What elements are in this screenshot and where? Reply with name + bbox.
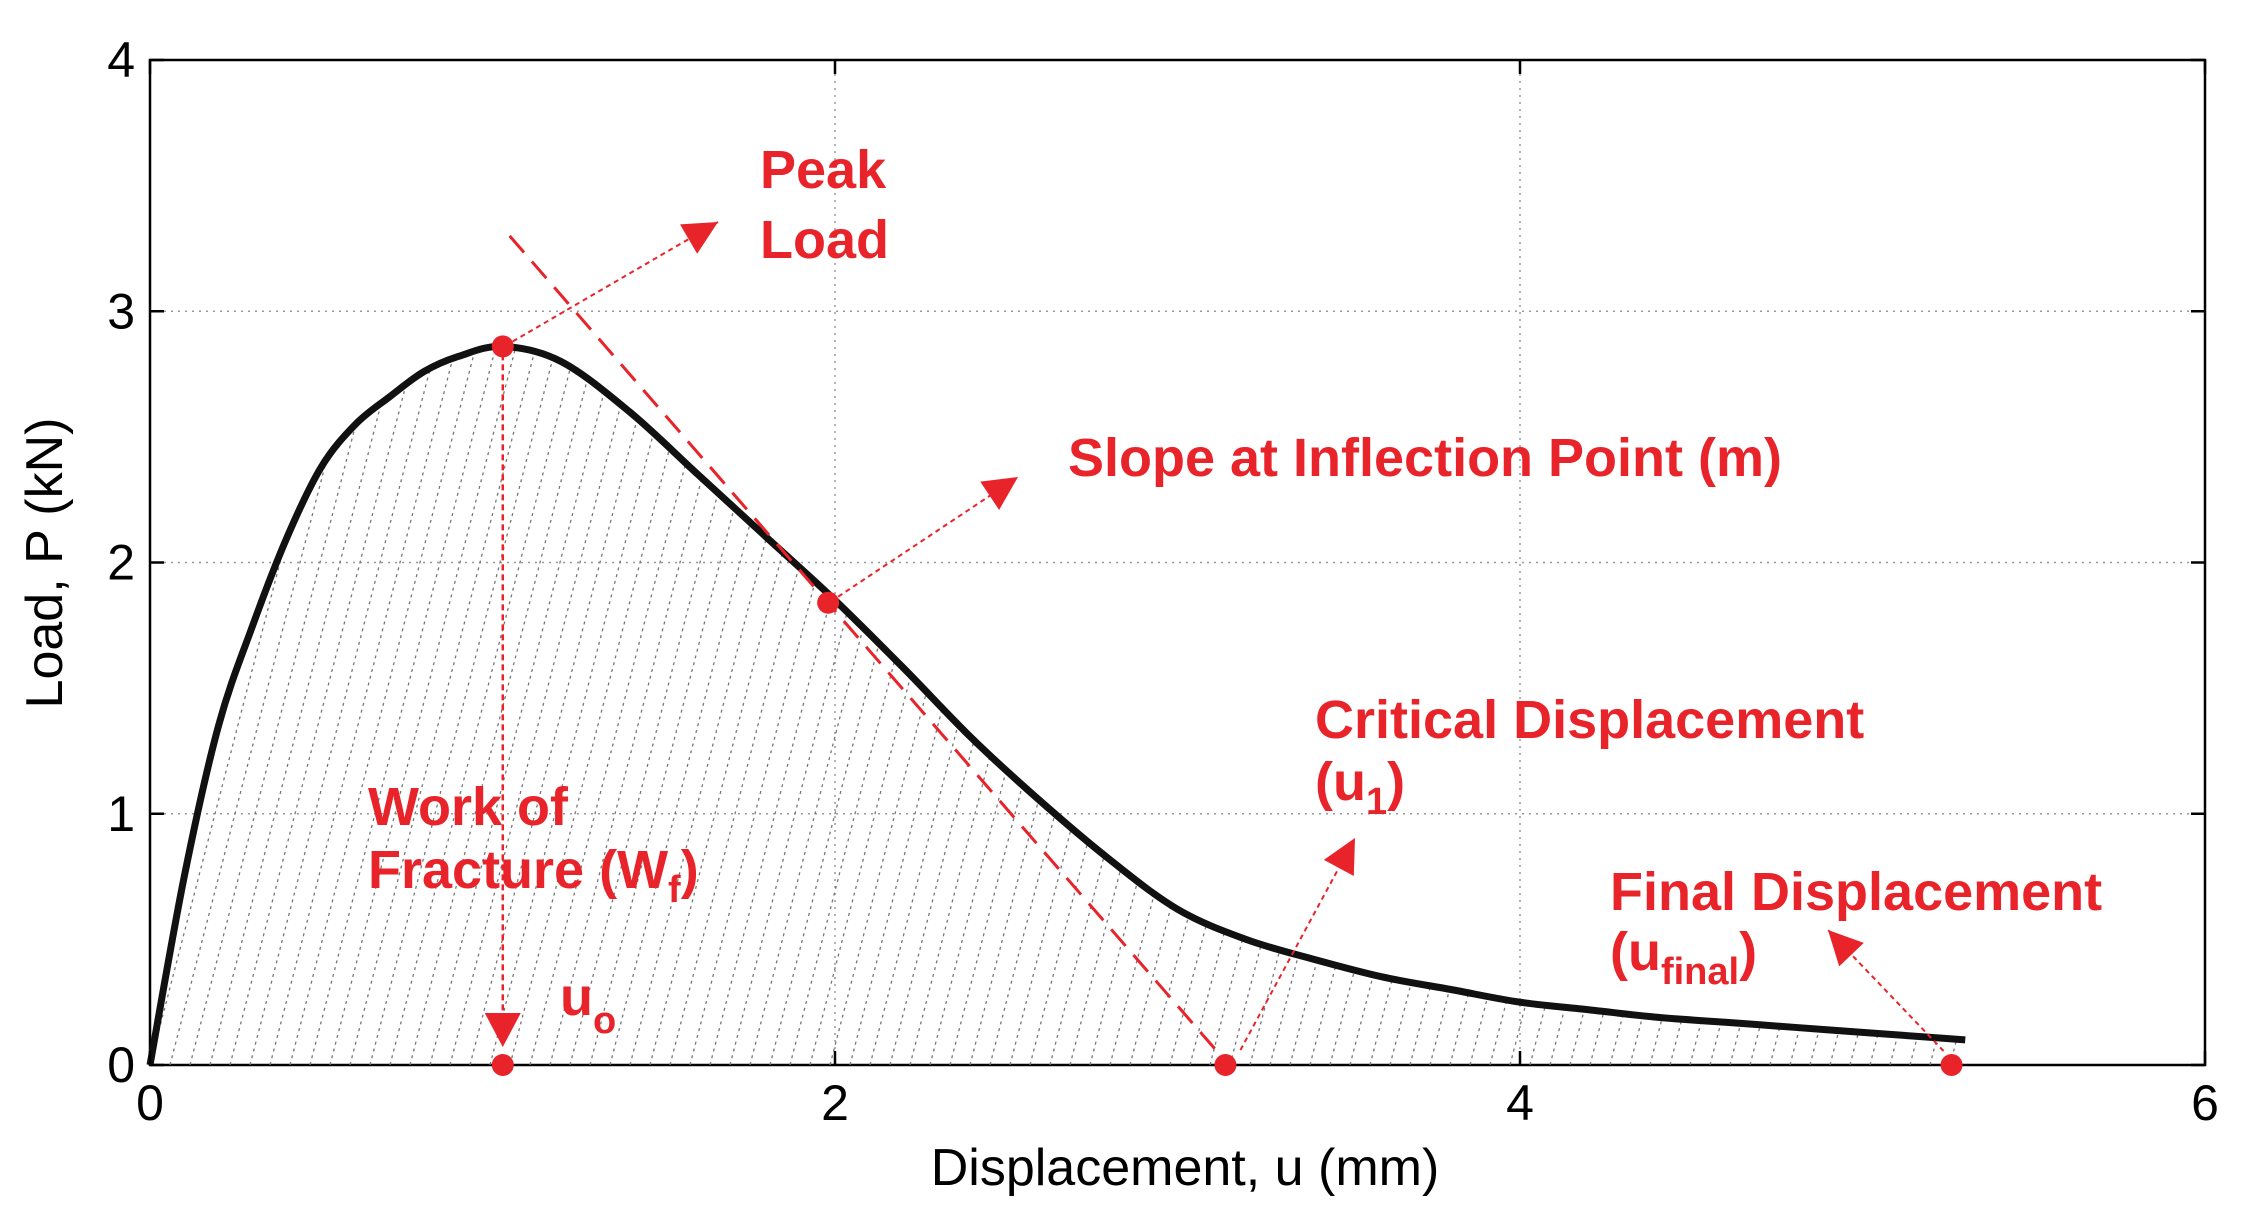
hatch-line [249,346,511,1065]
u-o-marker [491,1054,514,1076]
work-of-fracture-label-line2: Fracture (Wf) [368,840,699,911]
peak-load-arrow-line [512,221,719,343]
hatch-line [2230,60,2245,1065]
hatch-line [409,346,671,1065]
hatch-line [489,346,751,1065]
hatch-line [0,60,10,1065]
critical-displacement-arrow-line [1239,837,1356,1051]
hatch-line [349,346,611,1065]
hatch-line [569,346,831,1065]
critical-displacement-label-line2: (u1) [1315,752,1405,823]
peak-load-label-line1: Peak [760,140,887,200]
annotation-arrows [484,221,1945,1052]
plot-area [148,58,2207,1067]
work-of-fracture-label-line1: Work of [368,777,569,837]
tangent-layer [508,234,1231,1066]
y-tick-label-1: 1 [107,786,135,842]
y-tick-label-0: 0 [107,1037,135,1093]
u-o-arrow-head [484,1013,521,1047]
y-axis-title: Load, P (kN) [16,418,74,709]
final-displacement-label-line2: (ufinal) [1610,922,1757,993]
hatch-line [189,346,451,1065]
y-tick-label-3: 3 [107,283,135,339]
x-axis-title: Displacement, u (mm) [931,1139,1440,1197]
hatch-line [449,346,711,1065]
point-markers [491,335,1963,1076]
hatch-line [549,346,811,1065]
peak-load-marker [491,335,514,358]
final-displacement-label-line1: Final Displacement [1610,862,2102,922]
hatch-line [329,346,591,1065]
hatch-line [629,346,891,1065]
hatch-line [389,346,651,1065]
peak-load-label-line2: Load [760,210,889,270]
hatch-line [609,346,871,1065]
hatch-line [589,346,851,1065]
slope-label: Slope at Inflection Point (m) [1068,428,1782,488]
critical-displacement-arrow-head [1323,838,1355,876]
u-o-label: uo [560,967,616,1042]
hatch-line [169,346,431,1065]
x-tick-label-3: 6 [2191,1075,2219,1131]
hatch-line [2210,60,2245,1065]
hatch-line [649,346,911,1065]
x-tick-label-1: 2 [821,1075,849,1131]
hatch-line [289,346,551,1065]
axis-ticks: 0 2 4 6 0 1 2 3 4 [107,32,2219,1131]
hatch-line [209,346,471,1065]
hatch-line [309,346,571,1065]
hatch-line [429,346,691,1065]
peak-load-arrow-head [680,222,718,254]
y-tick-label-2: 2 [107,535,135,591]
u-1-marker [1214,1054,1237,1076]
hatch-line [529,346,791,1065]
x-tick-label-0: 0 [136,1075,164,1131]
x-tick-label-2: 4 [1506,1075,1534,1131]
hatch-line [509,346,771,1065]
inflection-point-marker [817,591,840,614]
y-tick-label-4: 4 [107,32,135,88]
hatch-line [229,346,491,1065]
hatch-line [369,346,631,1065]
u-final-marker [1940,1054,1963,1076]
inflection-tangent-line [508,234,1231,1066]
load-displacement-curve [146,342,1966,1066]
final-displacement-arrow-head [1828,930,1864,967]
slope-arrow-head [980,477,1018,510]
curve-layer [146,342,1966,1066]
hatch-line [469,346,731,1065]
hatch-line [269,346,531,1065]
critical-displacement-label-line1: Critical Displacement [1315,690,1864,750]
slope-arrow-line [837,476,1019,598]
